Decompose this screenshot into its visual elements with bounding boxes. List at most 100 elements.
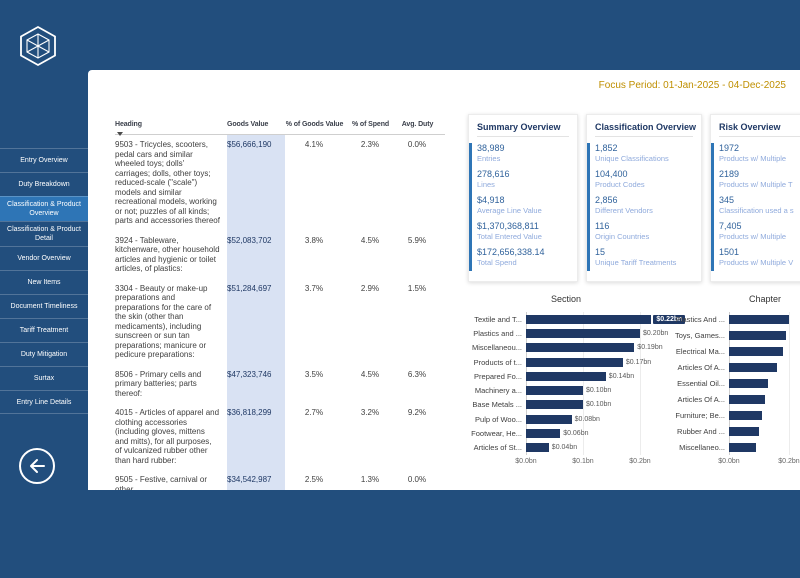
section-bar-chart: Section Textile and T... $0.22bn Plastics a… [468,294,686,468]
metric-label: Average Line Value [477,206,542,215]
card-risk-overview: Risk Overview 1972 Products w/ Multiple 218… [710,114,800,282]
chart-bar[interactable] [729,347,783,357]
chart-row: Base Metals ... $0.10bn [468,398,664,412]
category-label: Base Metals ... [472,400,522,410]
sidebar-nav: Entry Overview Duty Breakdown Classificati… [0,148,88,415]
column-header-of-spend[interactable]: % of Spend [351,121,390,128]
chart-bar[interactable] [526,371,606,381]
category-label: Furniture; Be... [675,410,725,420]
cell-heading: 8506 - Primary cells and primary batteri… [115,369,202,398]
metric-label: Products w/ Multiple T [719,180,793,189]
cell-avg-duty: 6.3% [407,369,427,379]
chart-bar[interactable] [729,379,768,388]
gridline [640,312,641,455]
top-headings-table: Heading Goods Value % of Goods Value % of S… [115,118,445,490]
sidebar-item-vendor-overview[interactable]: Vendor Overview [0,246,88,270]
category-label: Miscellaneou... [471,343,522,353]
metric-value: 345 [719,195,735,205]
column-header-avg-duty[interactable]: Avg. Duty [401,121,434,128]
bar-value-label: $0.22bn [653,314,686,324]
gridline [789,312,790,456]
table-row[interactable]: 3924 - Tableware, kitchenware, other hou… [115,230,445,279]
bar-value-label: $0.17bn [625,358,652,366]
sidebar-item-classification-product-detail[interactable]: Classification & Product Detail [0,221,88,246]
metric-value: $1,370,368,811 [477,221,539,231]
chart-bar[interactable] [729,363,777,373]
table-row[interactable]: 3304 - Beauty or make-up preparations an… [115,278,445,365]
card-title: Summary Overview [477,122,569,137]
card-title: Classification Overview [595,122,696,137]
card-metric: 1972 Products w/ Multiple [719,143,800,163]
chart-bar[interactable] [526,343,635,353]
metric-label: Entries [477,154,501,163]
table-row[interactable]: 8506 - Primary cells and primary batteri… [115,364,445,403]
cell-goods-value: $36,818,299 [227,403,285,470]
card-metric: 1501 Products w/ Multiple V [719,247,800,267]
card-metric: $1,370,368,811 Total Entered Value [477,221,569,241]
chart-bar[interactable] [729,410,762,420]
metric-label: Products w/ Multiple V [719,258,794,267]
sidebar-item-new-items[interactable]: New Items [0,270,88,294]
axis-tick-label: $0.1bn [572,458,594,465]
chart-bar[interactable] [526,357,623,367]
back-button[interactable] [16,445,58,487]
cell-pct-spend: 4.5% [360,235,380,245]
chart-bar[interactable] [729,315,789,325]
chart-bar[interactable] [729,426,759,436]
metric-label: Unique Tariff Treatments [595,258,677,267]
category-label: Toys, Games... [674,331,725,341]
sidebar-item-entry-line-details[interactable]: Entry Line Details [0,390,88,415]
column-header-goods-value[interactable]: Goods Value [227,121,269,128]
metric-value: 2,856 [595,195,618,205]
column-header-of-goods-value[interactable]: % of Goods Value [285,121,344,128]
chart-bar[interactable] [526,429,561,439]
back-arrow-icon [19,448,55,484]
cell-goods-value: $56,666,190 [227,135,285,231]
sidebar-item-duty-breakdown[interactable]: Duty Breakdown [0,172,88,196]
chart-bar[interactable] [526,400,583,410]
bar-value-label: $0.14bn [608,372,635,380]
chart-bar[interactable] [729,331,786,341]
card-metric: 104,400 Product Codes [595,169,693,189]
card-metric: 2,856 Different Vendors [595,195,693,215]
chart-title: Section [550,294,582,304]
chart-row: Prepared Fo... $0.14bn [468,369,664,383]
chart-bar[interactable] [526,328,640,338]
bar-value-label: $0.10bn [586,401,612,409]
metric-value: 7,405 [719,221,742,231]
chart-bar[interactable] [729,442,756,452]
metric-value: 1972 [719,143,740,153]
sidebar-item-tariff-treatment[interactable]: Tariff Treatment [0,318,88,342]
metric-value: $172,656,338.14 [477,247,545,257]
sidebar-item-document-timeliness[interactable]: Document Timeliness [0,294,88,318]
chart-bar[interactable] [526,414,572,424]
sidebar-item-surtax[interactable]: Surtax [0,366,88,390]
cell-pct-spend: 2.3% [360,140,380,149]
table-row[interactable]: 4015 - Articles of apparel and clothing … [115,403,445,470]
table-row[interactable]: 9505 - Festive, carnival or other $34,542… [115,470,445,490]
chart-row: Furniture; Be... [665,407,800,423]
column-header-heading[interactable]: Heading [115,118,227,136]
sidebar-item-duty-mitigation[interactable]: Duty Mitigation [0,342,88,366]
metric-label: Origin Countries [595,232,650,241]
table-header-row: Heading Goods Value % of Goods Value % of S… [115,118,445,136]
chart-row: Essential Oil... [665,376,800,392]
logo-icon [16,24,60,68]
sidebar-item-entry-overview[interactable]: Entry Overview [0,148,88,172]
category-label: Rubber And ... [677,426,725,436]
chart-bar[interactable] [729,394,765,404]
category-label: Articles of St... [473,443,522,453]
bar-value-label: $0.19bn [637,344,663,352]
card-metric: 38,989 Entries [477,143,569,163]
category-label: Footwear, He... [471,429,522,439]
axis-tick-label: $0.2bn [778,458,800,466]
table-row[interactable]: 9503 - Tricycles, scooters, pedal cars a… [115,135,445,231]
metric-label: Unique Classifications [595,154,669,163]
chart-bar[interactable] [526,314,652,324]
chart-bar[interactable] [526,386,583,396]
sidebar-item-classification-product-overview[interactable]: Classification & Product Overview [0,196,88,222]
cell-avg-duty: 1.5% [407,283,427,293]
chart-bar[interactable] [526,443,549,453]
chart-row: Toys, Games... [665,328,800,344]
cell-goods-value: $52,083,702 [227,230,285,279]
